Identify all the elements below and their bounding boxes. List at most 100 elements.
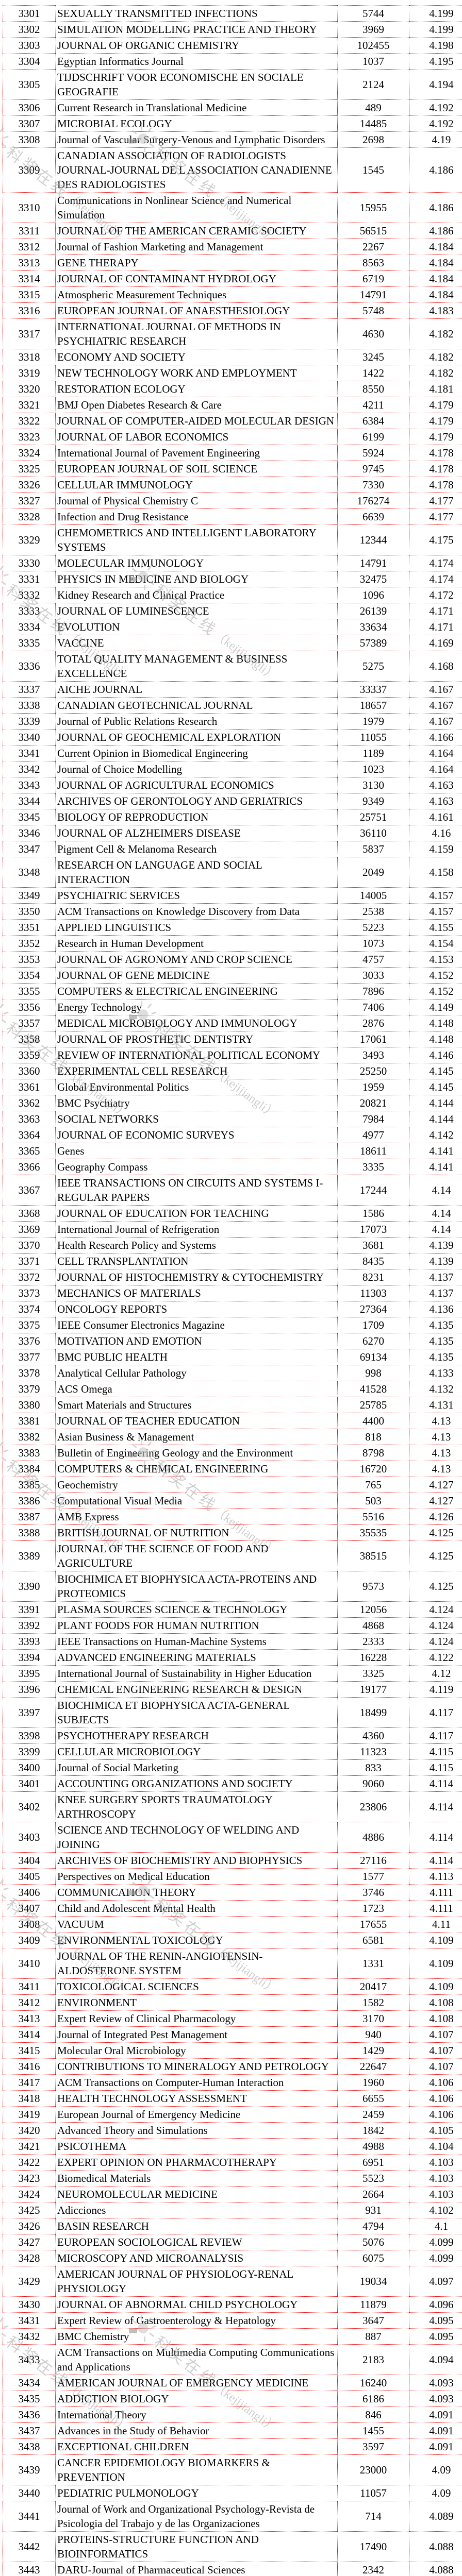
- rank-cell: 3327: [3, 493, 56, 509]
- impact-factor-cell: 4.198: [409, 37, 462, 54]
- impact-factor-cell: 4.13: [409, 1461, 462, 1477]
- citation-count-cell: 2698: [337, 131, 409, 148]
- journal-name-cell: CANADIAN ASSOCIATION OF RADIOLOGISTS JOU…: [55, 147, 338, 193]
- citation-count-cell: 102455: [337, 37, 409, 54]
- table-row: 3338 CANADIAN GEOTECHNICAL JOURNAL 18657 4.…: [3, 697, 462, 714]
- rank-cell: 3354: [3, 967, 56, 984]
- citation-count-cell: 1429: [337, 2042, 409, 2059]
- table-row: 3340 JOURNAL OF GEOCHEMICAL EXPLORATION 11…: [3, 729, 462, 745]
- impact-factor-cell: 4.178: [409, 445, 462, 461]
- rank-cell: 3366: [3, 1159, 56, 1175]
- rank-cell: 3351: [3, 919, 56, 936]
- impact-factor-cell: 4.109: [409, 1978, 462, 1995]
- table-row: 3369 International Journal of Refrigerati…: [3, 1221, 462, 1238]
- journal-name-cell: EUROPEAN JOURNAL OF ANAESTHESIOLOGY: [55, 302, 338, 319]
- journal-name-cell: EUROPEAN SOCIOLOGICAL REVIEW: [55, 2234, 338, 2250]
- table-row: 3303 JOURNAL OF ORGANIC CHEMISTRY 102455 4.…: [3, 37, 462, 54]
- impact-factor-cell: 4.195: [409, 53, 462, 70]
- table-row: 3313 GENE THERAPY 8563 4.184: [3, 255, 462, 271]
- impact-factor-cell: 4.113: [409, 1868, 462, 1885]
- journal-name-cell: CELL TRANSPLANTATION: [55, 1253, 338, 1269]
- rank-cell: 3388: [3, 1524, 56, 1541]
- citation-count-cell: 25250: [337, 1063, 409, 1079]
- citation-count-cell: 5744: [337, 5, 409, 22]
- citation-count-cell: 1096: [337, 587, 409, 603]
- journal-name-cell: VACUUM: [55, 1916, 338, 1933]
- citation-count-cell: 2333: [337, 1633, 409, 1650]
- table-row: 3310 Communications in Nonlinear Science …: [3, 192, 462, 223]
- rank-cell: 3319: [3, 365, 56, 381]
- journal-name-cell: International Journal of Pavement Engine…: [55, 445, 338, 461]
- impact-factor-cell: 4.125: [409, 1540, 462, 1571]
- citation-count-cell: 4757: [337, 951, 409, 968]
- impact-factor-cell: 4.145: [409, 1063, 462, 1079]
- impact-factor-cell: 4.106: [409, 2074, 462, 2091]
- rank-cell: 3321: [3, 397, 56, 413]
- citation-count-cell: 7406: [337, 999, 409, 1015]
- impact-factor-cell: 4.109: [409, 1932, 462, 1948]
- citation-count-cell: 3325: [337, 1665, 409, 1682]
- rank-cell: 3349: [3, 887, 56, 904]
- rank-cell: 3377: [3, 1349, 56, 1365]
- impact-factor-cell: 4.182: [409, 318, 462, 349]
- citation-count-cell: 2876: [337, 1015, 409, 1031]
- rank-cell: 3442: [3, 2531, 56, 2562]
- impact-factor-cell: 4.159: [409, 841, 462, 857]
- journal-ranking-table: 3301 SEXUALLY TRANSMITTED INFECTIONS 5744 4…: [3, 5, 462, 2576]
- table-row: 3356 Energy Technology 7406 4.149: [3, 999, 462, 1015]
- rank-cell: 3312: [3, 239, 56, 255]
- rank-cell: 3405: [3, 1868, 56, 1885]
- rank-cell: 3406: [3, 1884, 56, 1901]
- rank-cell: 3396: [3, 1681, 56, 1698]
- rank-cell: 3443: [3, 2562, 56, 2576]
- impact-factor-cell: 4.124: [409, 1633, 462, 1650]
- rank-cell: 3390: [3, 1571, 56, 1602]
- impact-factor-cell: 4.099: [409, 2234, 462, 2250]
- journal-name-cell: AICHE JOURNAL: [55, 681, 338, 698]
- impact-factor-cell: 4.139: [409, 1253, 462, 1269]
- impact-factor-cell: 4.184: [409, 286, 462, 303]
- journal-name-cell: ACM Transactions on Computer-Human Inter…: [55, 2074, 338, 2091]
- table-row: 3419 European Journal of Emergency Medici…: [3, 2106, 462, 2123]
- journal-name-cell: JOURNAL OF GENE MEDICINE: [55, 967, 338, 984]
- table-row: 3441 Journal of Work and Organizational P…: [3, 2501, 462, 2532]
- journal-name-cell: CANCER EPIDEMIOLOGY BIOMARKERS & PREVENT…: [55, 2454, 338, 2485]
- impact-factor-cell: 4.094: [409, 2344, 462, 2375]
- table-row: 3306 Current Research in Translational Me…: [3, 99, 462, 116]
- rank-cell: 3428: [3, 2250, 56, 2266]
- rank-cell: 3435: [3, 2391, 56, 2407]
- journal-name-cell: JOURNAL OF CONTAMINANT HYDROLOGY: [55, 270, 338, 287]
- table-row: 3377 BMC PUBLIC HEALTH 69134 4.135: [3, 1349, 462, 1365]
- journal-name-cell: ADDICTION BIOLOGY: [55, 2391, 338, 2407]
- rank-cell: 3364: [3, 1127, 56, 1143]
- rank-cell: 3313: [3, 255, 56, 271]
- rank-cell: 3309: [3, 147, 56, 193]
- citation-count-cell: 6639: [337, 509, 409, 525]
- citation-count-cell: 6951: [337, 2154, 409, 2171]
- table-row: 3432 BMC Chemistry 887 4.095: [3, 2328, 462, 2345]
- journal-name-cell: Biomedical Materials: [55, 2170, 338, 2187]
- rank-cell: 3360: [3, 1063, 56, 1079]
- rank-cell: 3367: [3, 1175, 56, 1206]
- journal-name-cell: RESTORATION ECOLOGY: [55, 381, 338, 397]
- citation-count-cell: 8798: [337, 1445, 409, 1461]
- citation-count-cell: 714: [337, 2501, 409, 2532]
- journal-name-cell: Journal of Fashion Marketing and Managem…: [55, 239, 338, 255]
- rank-cell: 3389: [3, 1540, 56, 1571]
- impact-factor-cell: 4.183: [409, 302, 462, 319]
- journal-name-cell: Asian Business & Management: [55, 1429, 338, 1445]
- citation-count-cell: 1577: [337, 1868, 409, 1885]
- rank-cell: 3332: [3, 587, 56, 603]
- journal-name-cell: Advances in the Study of Behavior: [55, 2422, 338, 2439]
- impact-factor-cell: 4.125: [409, 1571, 462, 1602]
- table-row: 3309 CANADIAN ASSOCIATION OF RADIOLOGISTS…: [3, 147, 462, 193]
- rank-cell: 3311: [3, 223, 56, 239]
- impact-factor-cell: 4.172: [409, 587, 462, 603]
- table-row: 3389 JOURNAL OF THE SCIENCE OF FOOD AND A…: [3, 1540, 462, 1571]
- impact-factor-cell: 4.108: [409, 1994, 462, 2011]
- citation-count-cell: 4886: [337, 1822, 409, 1853]
- table-row: 3362 BMC Psychiatry 20821 4.144: [3, 1095, 462, 1111]
- table-row: 3420 Advanced Theory and Simulations 1842 4…: [3, 2122, 462, 2139]
- rank-cell: 3326: [3, 477, 56, 493]
